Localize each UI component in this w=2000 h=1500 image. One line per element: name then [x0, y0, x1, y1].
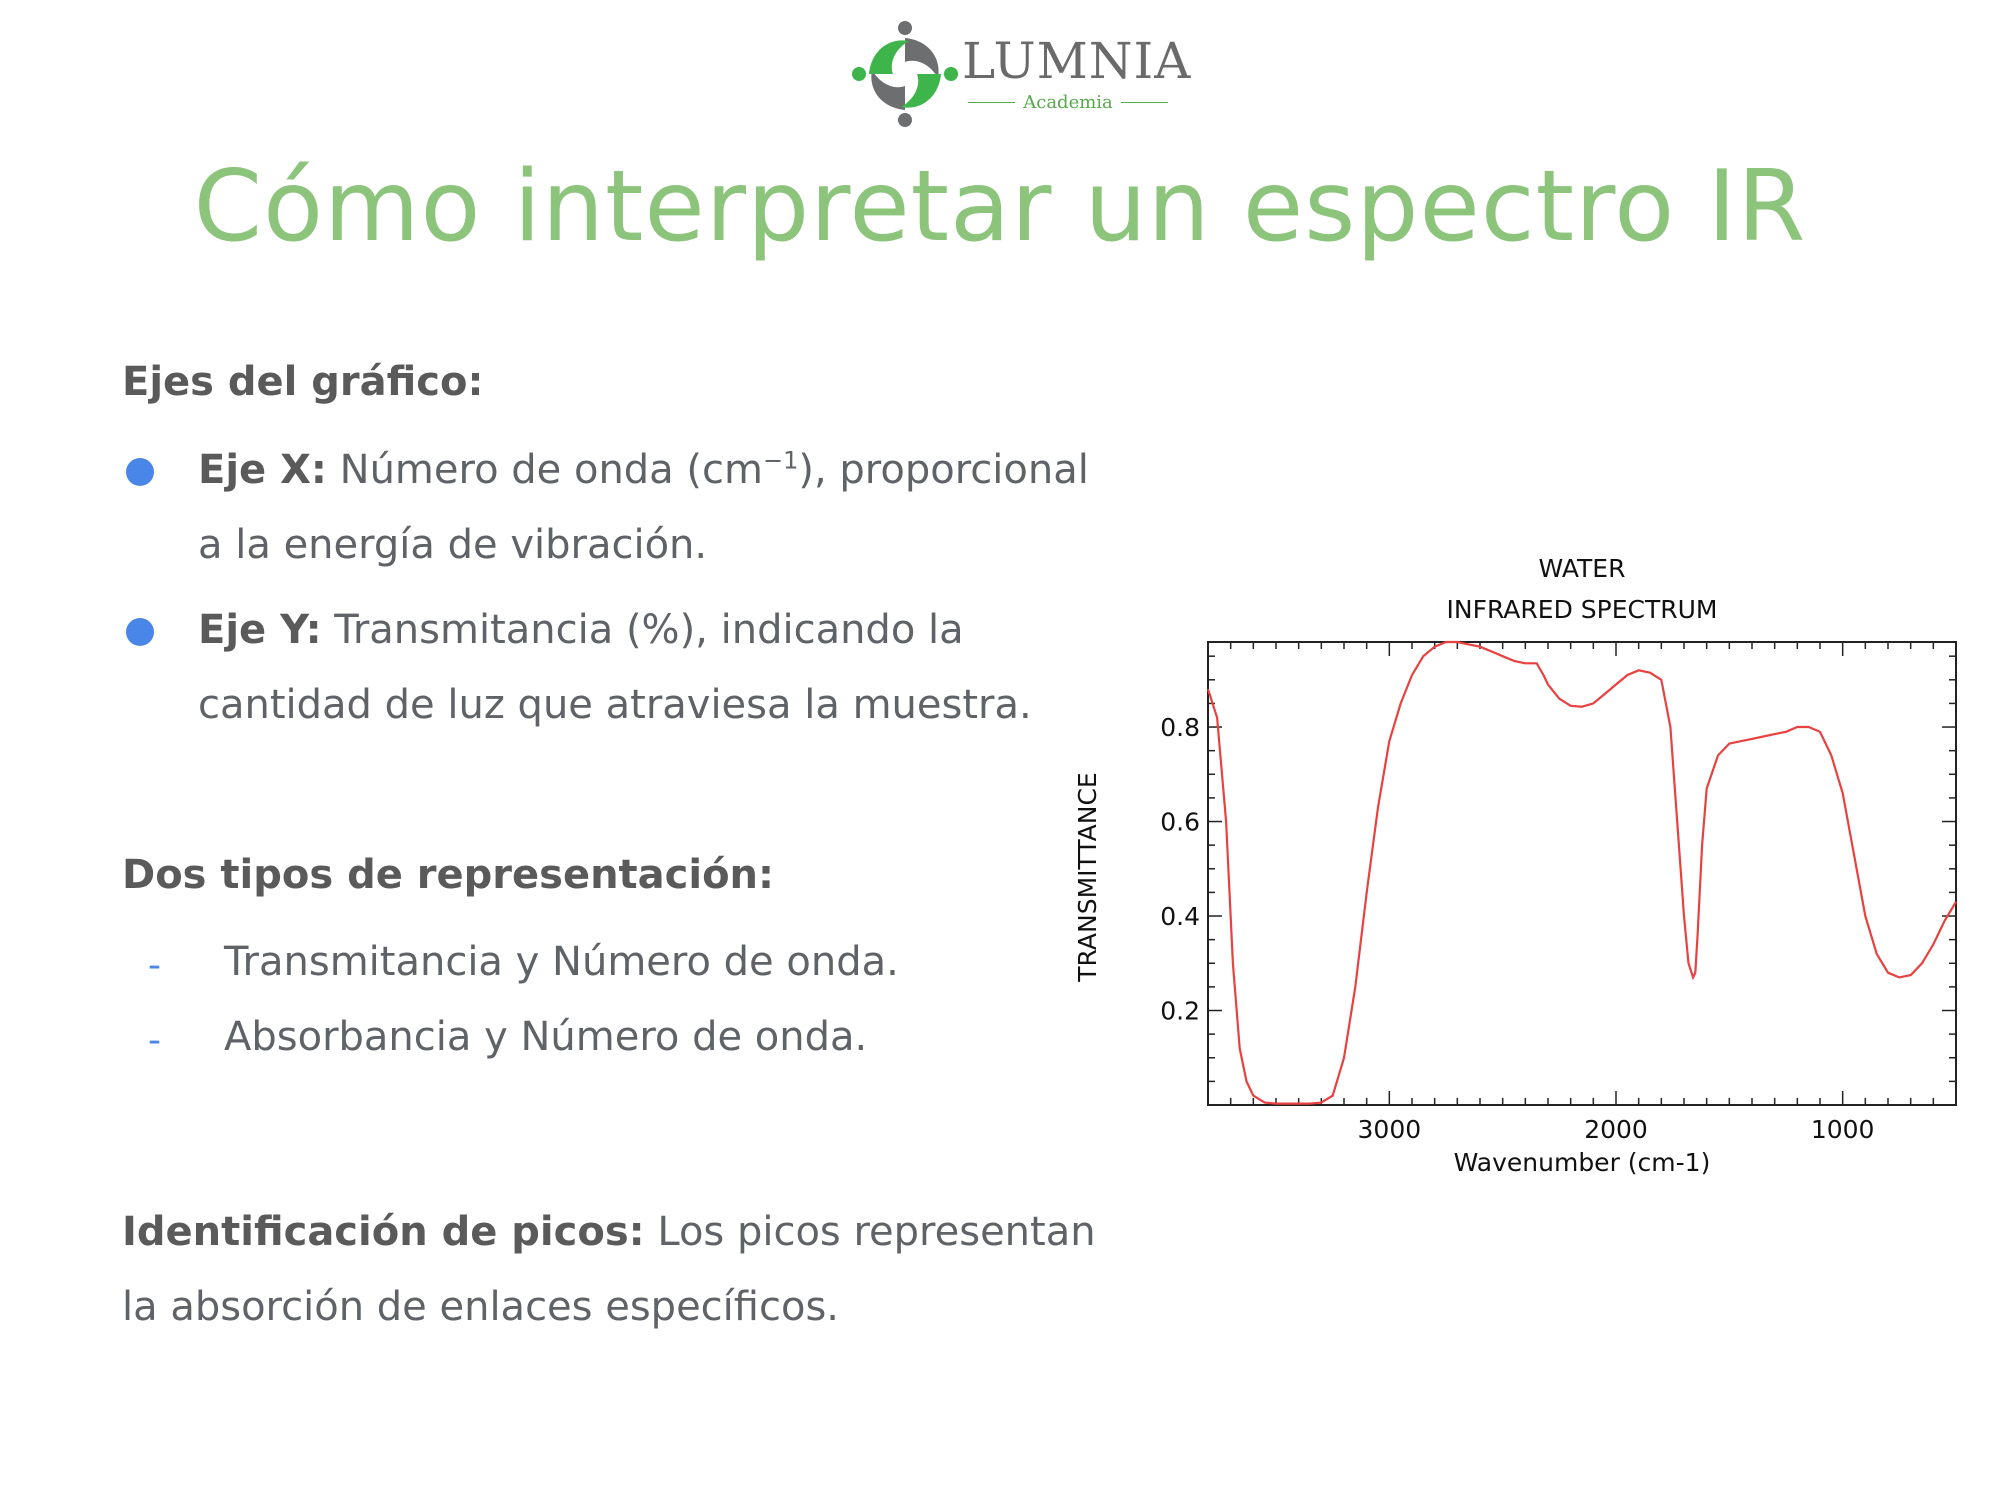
x-axis-superscript: −1: [762, 446, 799, 475]
chart-subtitle: INFRARED SPECTRUM: [1447, 595, 1718, 624]
logo-rule-right: [1120, 102, 1169, 103]
ir-spectrum-chart: WATER INFRARED SPECTRUM TRANSMITTANCE Wa…: [1060, 545, 1960, 1185]
ir-spectrum-svg: WATER INFRARED SPECTRUM TRANSMITTANCE Wa…: [1073, 554, 1957, 1177]
axes-heading: Ejes del gráfico:: [122, 359, 484, 405]
page-title: Cómo interpretar un espectro IR: [193, 150, 1807, 264]
x-axis-text-b: ), proporcional: [798, 447, 1089, 493]
x-axis-label: Eje X:: [198, 447, 327, 493]
logo-name: LUMNIA: [962, 32, 1192, 90]
chart-y-label: TRANSMITTANCE: [1073, 772, 1102, 982]
peaks-text-a: Los picos representan: [644, 1209, 1096, 1255]
y-tick-label: 0.8: [1160, 713, 1200, 742]
chart-ticks: 3000 2000 1000 0.2 0.4 0.6 0.8: [1160, 642, 1956, 1144]
peaks-line-1: Identificación de picos: Los picos repre…: [122, 1195, 1096, 1270]
peaks-label: Identificación de picos:: [122, 1209, 645, 1255]
logo-subtitle-text: Academia: [1023, 92, 1113, 113]
x-tick-label: 3000: [1358, 1115, 1422, 1144]
x-axis-line-1: Eje X: Número de onda (cm−1), proporcion…: [198, 433, 1089, 508]
y-tick-label: 0.6: [1160, 808, 1200, 837]
dash-marker-1: -: [148, 945, 161, 986]
chart-plot-frame: [1207, 641, 1957, 1106]
lumnia-emblem-icon: [852, 21, 958, 127]
logo-rule-left: [968, 102, 1016, 103]
chart-series-line: [1206, 640, 1957, 1105]
y-tick-label: 0.4: [1160, 902, 1200, 931]
x-axis-text-a: Número de onda (cm: [326, 447, 763, 493]
representation-item-1: Transmitancia y Número de onda.: [224, 939, 899, 985]
y-axis-label: Eje Y:: [198, 607, 322, 653]
x-tick-label: 2000: [1584, 1115, 1648, 1144]
bullet-y-icon: [126, 618, 154, 646]
y-axis-line-2: cantidad de luz que atraviesa la muestra…: [198, 682, 1032, 728]
chart-title: WATER: [1539, 554, 1626, 583]
representation-heading: Dos tipos de representación:: [122, 852, 775, 898]
representation-item-2: Absorbancia y Número de onda.: [224, 1014, 868, 1060]
lumnia-logo: LUMNIA Academia: [850, 18, 1190, 130]
bullet-x-icon: [126, 458, 154, 486]
x-tick-label: 1000: [1811, 1115, 1875, 1144]
y-tick-label: 0.2: [1160, 997, 1200, 1026]
y-axis-text-a: Transmitancia (%), indicando la: [321, 607, 964, 653]
logo-subtitle: Academia: [968, 92, 1169, 113]
y-axis-line-1: Eje Y: Transmitancia (%), indicando la: [198, 593, 964, 668]
peaks-line-2: la absorción de enlaces específicos.: [122, 1284, 839, 1330]
dash-marker-2: -: [148, 1020, 161, 1061]
chart-x-label: Wavenumber (cm-1): [1454, 1148, 1711, 1177]
x-axis-line-2: a la energía de vibración.: [198, 522, 708, 568]
